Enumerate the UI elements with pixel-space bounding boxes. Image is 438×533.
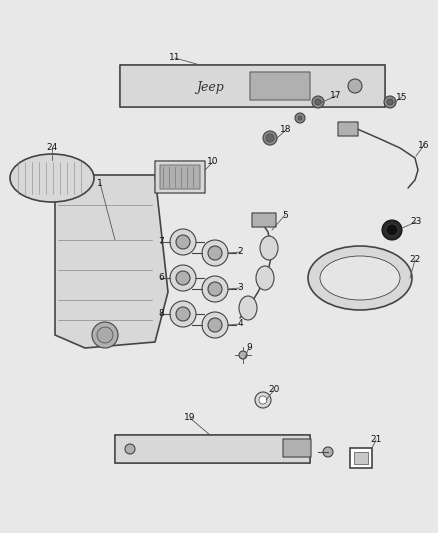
Circle shape (92, 322, 118, 348)
Circle shape (176, 307, 190, 321)
Text: 16: 16 (418, 141, 430, 149)
Text: 10: 10 (207, 157, 219, 166)
Circle shape (266, 134, 274, 142)
Text: 19: 19 (184, 414, 196, 423)
FancyBboxPatch shape (155, 161, 205, 193)
Text: 4: 4 (237, 319, 243, 328)
Text: 1: 1 (97, 179, 103, 188)
Circle shape (263, 131, 277, 145)
Circle shape (386, 224, 398, 236)
Circle shape (387, 99, 393, 105)
Ellipse shape (10, 154, 94, 202)
Circle shape (170, 229, 196, 255)
FancyBboxPatch shape (115, 435, 310, 463)
Ellipse shape (239, 296, 257, 320)
Text: 23: 23 (410, 217, 422, 227)
Bar (350, 448, 372, 468)
Polygon shape (55, 175, 168, 348)
Circle shape (384, 96, 396, 108)
Circle shape (348, 79, 362, 93)
Circle shape (323, 447, 333, 457)
Text: 3: 3 (237, 284, 243, 293)
Text: 11: 11 (169, 53, 181, 62)
Text: 2: 2 (237, 247, 243, 256)
Ellipse shape (256, 266, 274, 290)
FancyBboxPatch shape (338, 122, 358, 136)
Circle shape (239, 351, 247, 359)
Text: 8: 8 (158, 310, 164, 319)
FancyBboxPatch shape (252, 213, 276, 227)
FancyBboxPatch shape (120, 65, 385, 107)
Circle shape (259, 396, 267, 404)
Circle shape (170, 265, 196, 291)
FancyBboxPatch shape (250, 72, 310, 100)
Text: 20: 20 (268, 385, 280, 394)
Text: 6: 6 (158, 273, 164, 282)
Circle shape (170, 301, 196, 327)
Ellipse shape (320, 256, 400, 300)
Text: 9: 9 (246, 343, 252, 351)
Text: 18: 18 (280, 125, 292, 134)
Text: 7: 7 (158, 238, 164, 246)
Circle shape (208, 282, 222, 296)
Text: 22: 22 (410, 255, 420, 264)
Circle shape (208, 318, 222, 332)
Text: Jeep: Jeep (196, 82, 224, 94)
Circle shape (176, 235, 190, 249)
Circle shape (202, 240, 228, 266)
Ellipse shape (308, 246, 412, 310)
FancyBboxPatch shape (283, 439, 311, 457)
Circle shape (315, 99, 321, 105)
Bar (354, 452, 368, 464)
FancyBboxPatch shape (160, 165, 200, 189)
Circle shape (382, 220, 402, 240)
Text: 17: 17 (330, 92, 342, 101)
Text: 5: 5 (282, 211, 288, 220)
Circle shape (176, 271, 190, 285)
Circle shape (202, 276, 228, 302)
Circle shape (295, 113, 305, 123)
Ellipse shape (260, 236, 278, 260)
Circle shape (255, 392, 271, 408)
Circle shape (97, 327, 113, 343)
Circle shape (125, 444, 135, 454)
Circle shape (202, 312, 228, 338)
Circle shape (208, 246, 222, 260)
Circle shape (312, 96, 324, 108)
Text: 24: 24 (46, 143, 58, 152)
Text: 15: 15 (396, 93, 408, 101)
Circle shape (298, 116, 302, 120)
Text: 21: 21 (370, 435, 381, 445)
